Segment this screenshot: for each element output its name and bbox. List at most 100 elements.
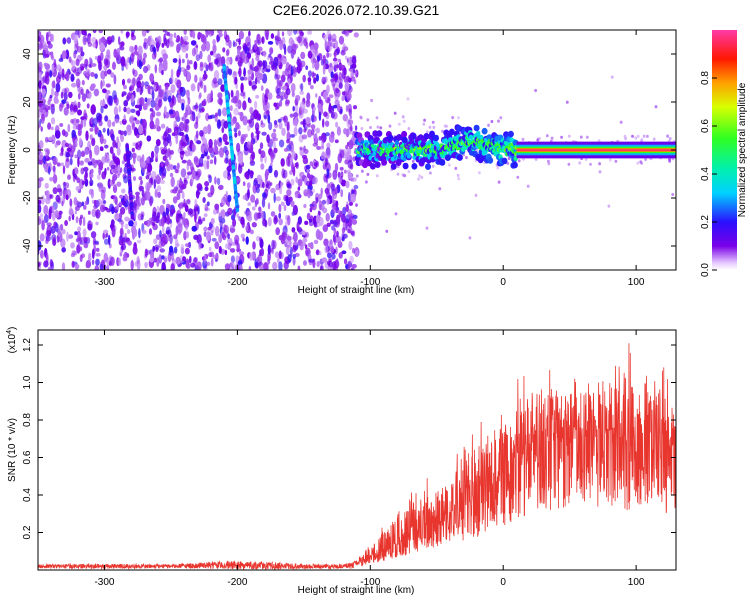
noise-cell — [75, 118, 80, 124]
noise-cell — [318, 136, 322, 141]
noise-cell — [246, 141, 251, 149]
noise-cell — [310, 242, 314, 249]
noise-cell — [117, 170, 121, 176]
noise-cell — [315, 196, 319, 204]
snr-y-tick-label: 0.8 — [22, 413, 33, 427]
noise-cell — [140, 213, 144, 221]
noise-cell — [82, 216, 86, 227]
noise-cell — [184, 151, 190, 157]
noise-cell — [304, 231, 309, 238]
noise-cell — [108, 260, 112, 267]
noise-cell — [271, 239, 275, 250]
snr-y-label: SNR (10 * v/v) — [7, 418, 18, 482]
speckle-cell — [589, 162, 592, 166]
noise-cell — [339, 149, 345, 159]
noise-cell — [123, 175, 129, 184]
noise-cell — [194, 198, 198, 206]
speckle-cell — [366, 118, 370, 122]
noise-cell — [91, 208, 97, 218]
noise-cell — [121, 78, 126, 86]
noise-cell — [114, 118, 120, 124]
noise-cell — [40, 195, 45, 205]
spectrogram-x-tick-label: -300 — [94, 277, 114, 288]
noise-cell — [144, 123, 147, 132]
noise-cell — [207, 192, 213, 198]
speckle-cell — [423, 118, 426, 122]
speckle-cell — [478, 171, 481, 175]
noise-cell — [293, 112, 299, 118]
noise-cell — [218, 245, 222, 254]
noise-cell — [218, 212, 222, 217]
noise-cell — [297, 186, 301, 191]
noise-cell — [242, 194, 247, 200]
noise-cell — [228, 69, 233, 76]
noise-cell — [41, 84, 47, 91]
noise-cell — [121, 65, 125, 72]
noise-cell — [260, 163, 265, 170]
noise-cell — [59, 223, 64, 231]
noise-cell — [67, 174, 71, 180]
spectrogram-x-tick-label: 0 — [500, 277, 506, 288]
noise-cell — [95, 252, 101, 257]
speckle-cell — [584, 157, 588, 161]
speckle-cell — [652, 137, 656, 141]
noise-cell — [281, 127, 286, 137]
noise-cell — [195, 102, 199, 112]
noise-cell — [181, 58, 185, 64]
speckle-cell — [370, 98, 373, 103]
noise-cell — [129, 56, 132, 66]
noise-cell — [207, 124, 212, 135]
noise-cell — [244, 133, 248, 138]
speckle-cell — [636, 161, 640, 165]
noise-cell — [292, 105, 296, 112]
noise-cell — [265, 89, 270, 94]
noise-cell — [195, 54, 201, 62]
noise-cell — [218, 233, 223, 244]
noise-cell — [92, 42, 97, 48]
noise-cell — [312, 176, 318, 185]
noise-cell — [104, 144, 109, 149]
noise-cell — [70, 242, 75, 249]
noise-cell — [279, 100, 283, 107]
noise-cell — [300, 51, 306, 60]
noise-cell — [87, 93, 90, 98]
noise-cell — [55, 82, 61, 93]
noise-cell — [156, 205, 160, 213]
noise-cell — [261, 131, 267, 136]
colorbar-ticks: 0.0 0.2 0.4 0.6 0.8 — [700, 71, 717, 277]
speckle-cell — [646, 134, 649, 138]
noise-cell — [244, 46, 250, 55]
onset-cell — [473, 124, 480, 132]
noise-cell — [332, 104, 338, 109]
speckle-cell — [385, 229, 389, 233]
noise-cell — [120, 41, 125, 47]
speckle-cell — [457, 177, 461, 181]
noise-cell — [337, 103, 341, 112]
snr-y-tick-label: 0.6 — [22, 450, 33, 464]
noise-cell — [85, 68, 91, 77]
noise-cell — [305, 65, 309, 70]
noise-cell — [315, 93, 318, 98]
noise-cell — [42, 155, 47, 165]
noise-cell — [121, 237, 126, 246]
noise-cell — [150, 99, 156, 108]
noise-cell — [71, 59, 76, 71]
noise-cell — [237, 130, 241, 137]
noise-cell — [186, 175, 190, 180]
noise-cell — [249, 153, 255, 163]
noise-cell — [87, 210, 91, 215]
noise-cell — [241, 219, 245, 229]
noise-cell — [126, 253, 130, 258]
noise-cell — [347, 191, 351, 203]
noise-cell — [138, 104, 142, 112]
noise-cell — [275, 227, 281, 236]
noise-cell — [323, 34, 328, 42]
noise-cell — [338, 252, 343, 259]
noise-cell — [319, 264, 324, 270]
noise-cell — [321, 76, 327, 85]
colorbar-tick-label: 0.8 — [700, 71, 711, 85]
noise-cell — [74, 205, 80, 212]
noise-cell — [230, 89, 234, 98]
noise-cell — [131, 31, 135, 38]
speckle-cell — [420, 175, 424, 179]
